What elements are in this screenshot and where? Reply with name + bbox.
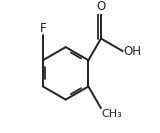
Text: OH: OH: [123, 45, 141, 58]
Text: O: O: [96, 0, 106, 13]
Text: F: F: [40, 22, 46, 35]
Text: CH₃: CH₃: [102, 109, 122, 119]
